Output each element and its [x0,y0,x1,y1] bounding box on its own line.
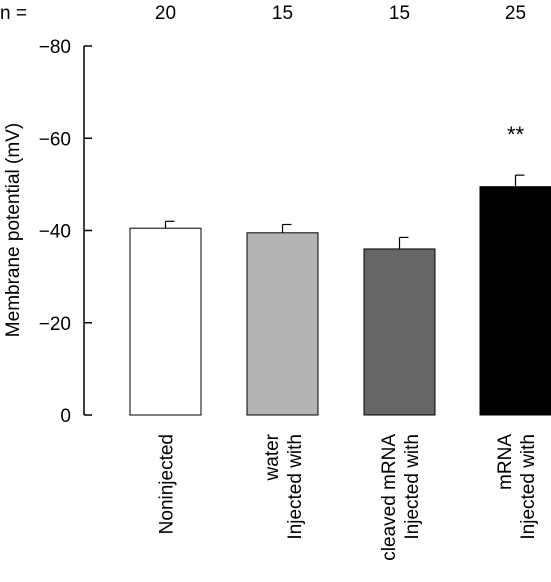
significance-annotation: ** [507,122,525,147]
y-tick-label: −80 [39,37,71,58]
x-category-label: mRNA [495,434,516,490]
y-tick-label: −60 [39,129,71,150]
n-value: 15 [389,3,410,24]
x-category-label: Injected with [402,434,423,540]
x-category-label: Injected with [285,434,306,540]
x-category-label: cleaved mRNA [379,434,400,561]
x-category-label: water [262,433,283,481]
bar [246,232,319,416]
bar [363,248,436,416]
y-tick-label: 0 [60,406,71,427]
x-category-label: Injected with [518,434,539,540]
y-tick-label: −40 [39,222,71,243]
n-value: 20 [155,3,176,24]
bar [479,186,551,416]
y-tick-label: −20 [39,314,71,335]
n-value: 25 [505,3,526,24]
x-category-label: Noninjected [157,434,178,534]
n-label: n = [0,3,27,24]
y-axis-label: Membrane potential (mV) [3,123,24,337]
bar [129,227,202,416]
n-value: 15 [272,3,293,24]
